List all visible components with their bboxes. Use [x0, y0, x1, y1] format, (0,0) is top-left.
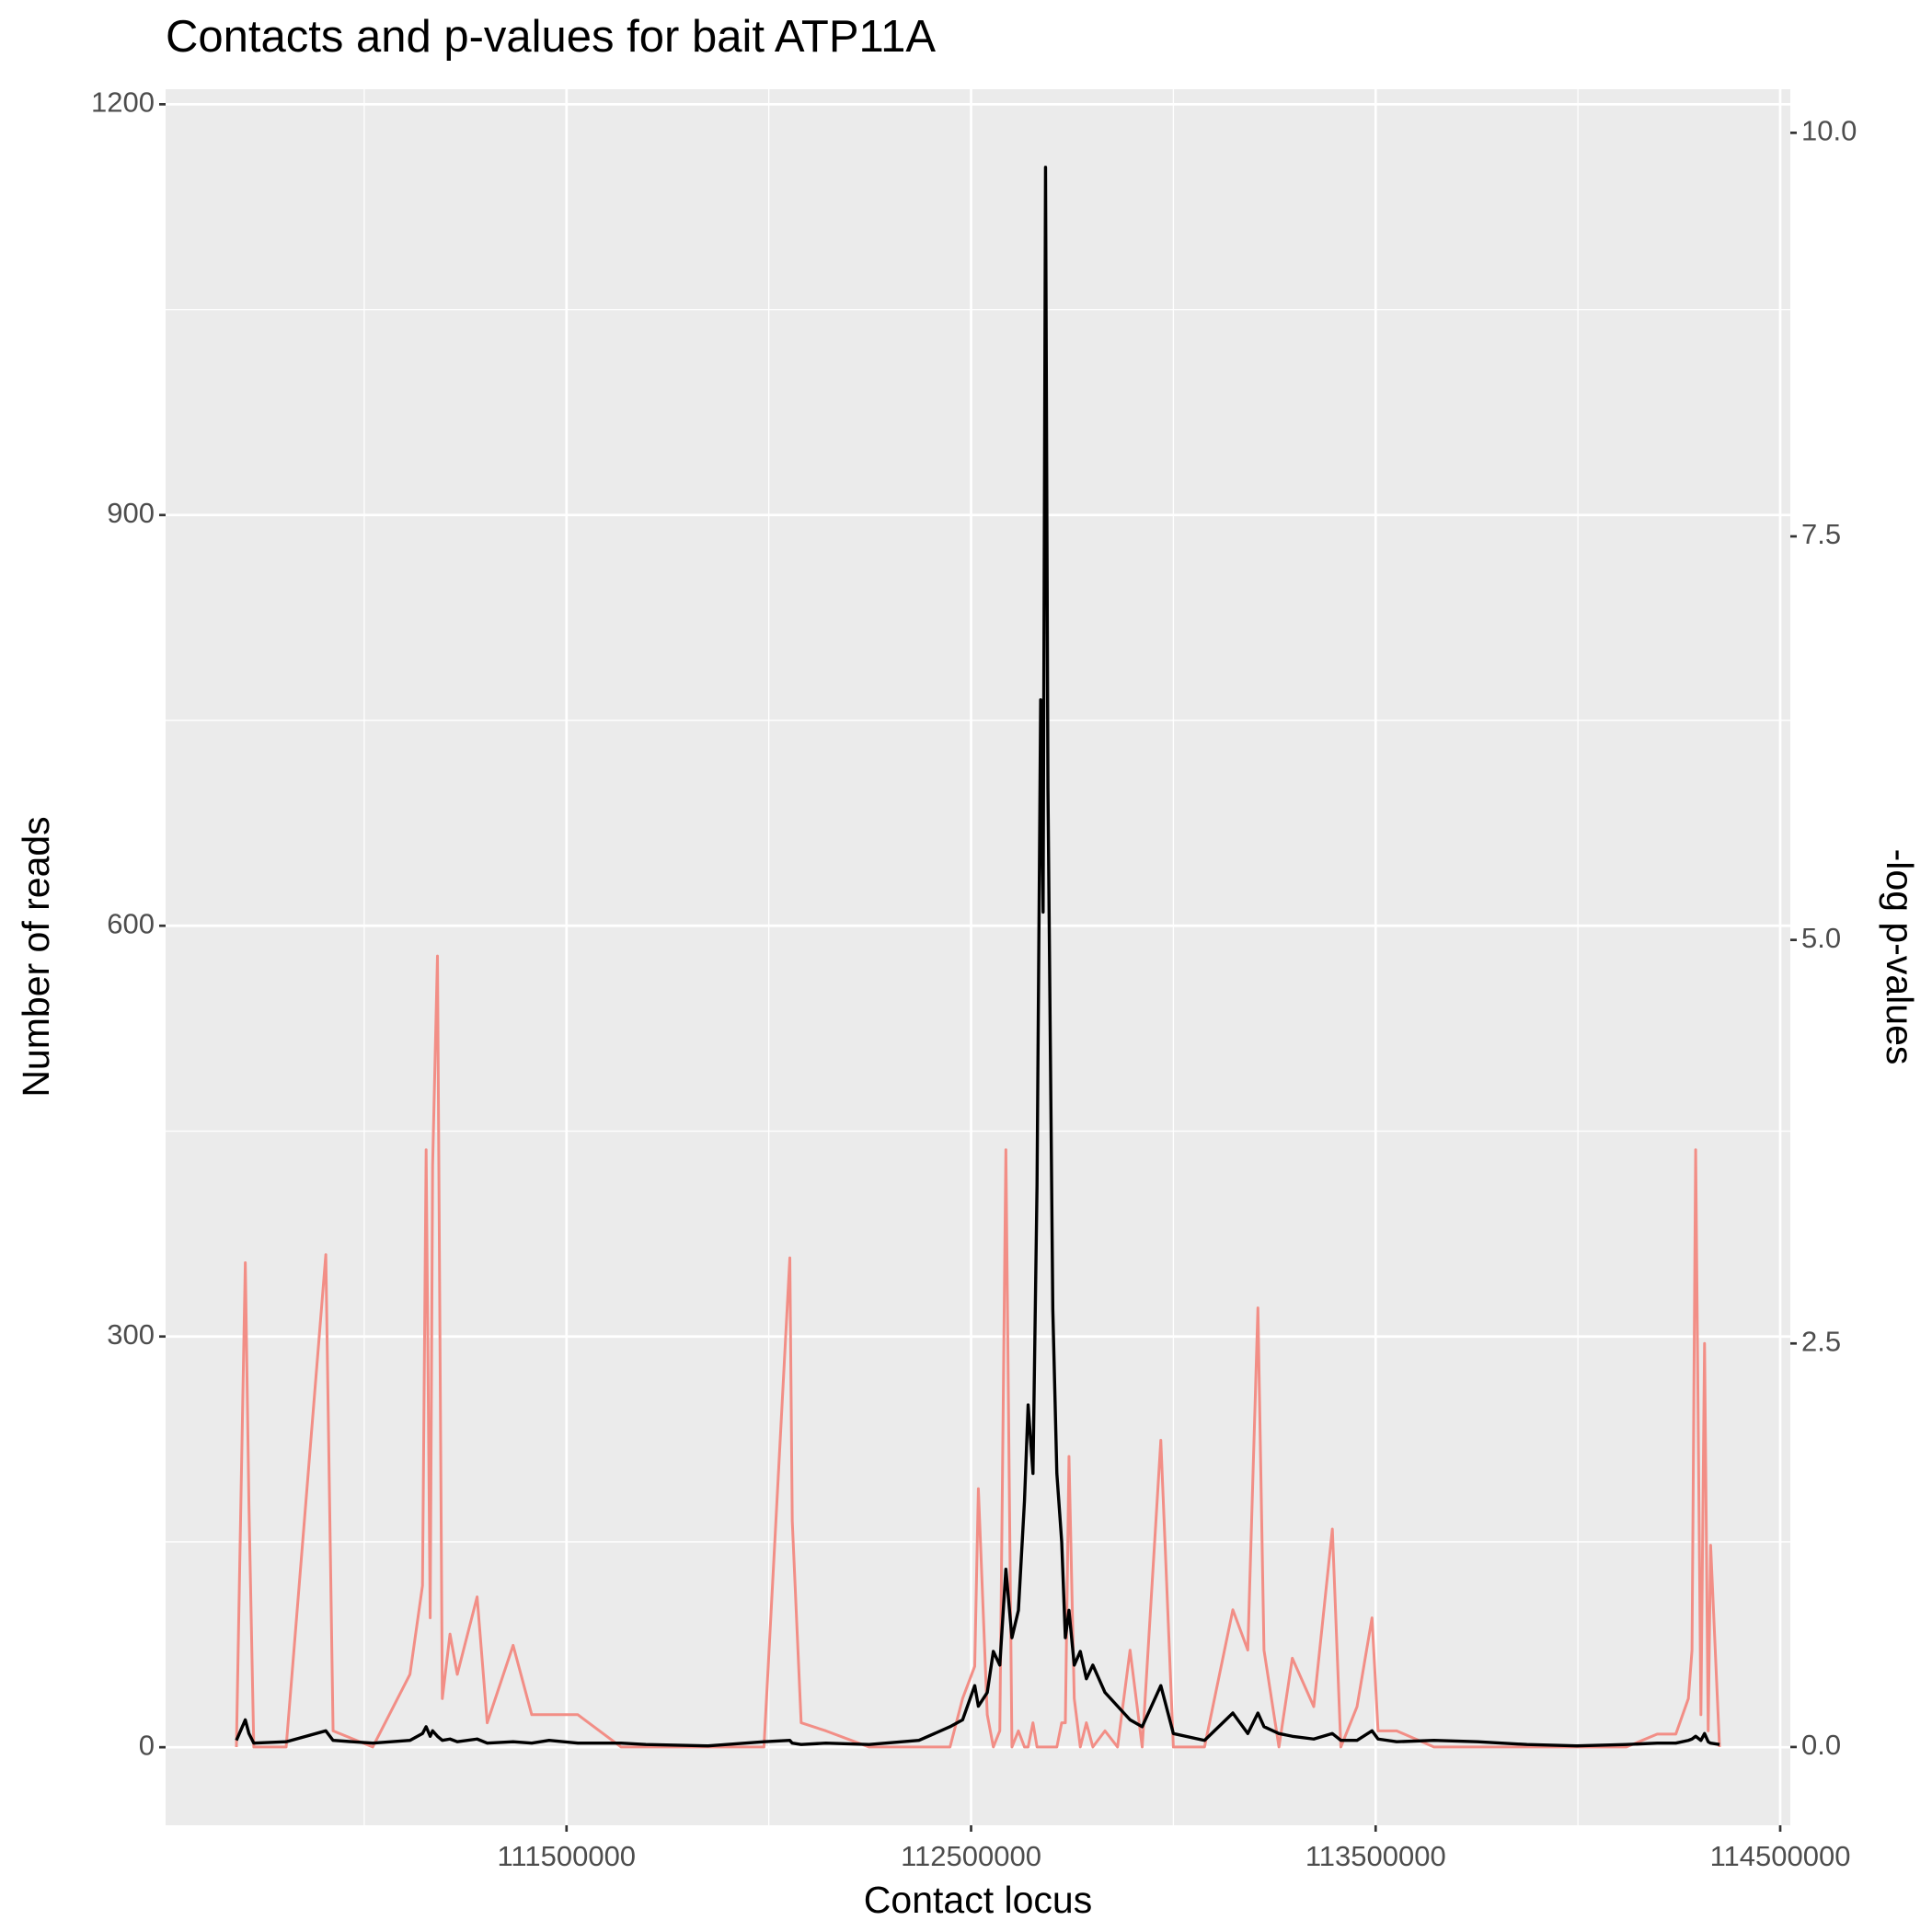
y2-tick-label: 10.0: [1801, 115, 1857, 147]
x-tick-label: 113500000: [1305, 1840, 1446, 1872]
x-tick-label: 114500000: [1710, 1840, 1851, 1872]
y-axis-title: Number of reads: [15, 816, 57, 1097]
grid: [166, 89, 1790, 1825]
x-tick-label: 111500000: [497, 1840, 636, 1872]
y2-tick-label: 7.5: [1801, 518, 1841, 550]
y2-tick-label: 5.0: [1801, 922, 1841, 954]
y-tick-label: 1200: [91, 86, 155, 119]
y-tick-label: 0: [139, 1729, 155, 1761]
y2-tick-label: 2.5: [1801, 1325, 1841, 1357]
data-line: [235, 954, 1721, 1749]
y2-axis-title: -log p-values: [1879, 849, 1921, 1065]
axes: 0 300 600 900 1200 111500000 112500000 11350000…: [91, 86, 1857, 1873]
x-tick-label: 112500000: [901, 1840, 1041, 1872]
data-line: [235, 166, 1720, 1748]
y-tick-label: 300: [107, 1318, 155, 1351]
lines: [235, 166, 1721, 1749]
x-axis-title: Contact locus: [864, 1879, 1092, 1921]
chart-title: Contacts and p-values for bait ATP11A: [166, 12, 936, 62]
y2-tick-label: 0.0: [1801, 1729, 1841, 1761]
y-tick-label: 600: [107, 907, 155, 939]
y-tick-label: 900: [107, 497, 155, 529]
